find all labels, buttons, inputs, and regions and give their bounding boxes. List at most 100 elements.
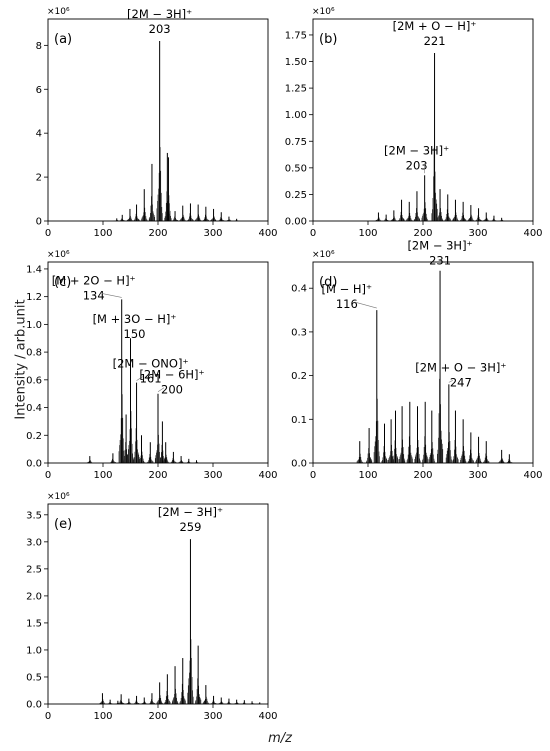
spectrum-panel: 0 100 200 300 400 0.0 0.2 0.4 0.6 0.8 1.0 1.2 1.4 ×10…	[26, 250, 277, 481]
y-tick-label: 0.75	[285, 137, 307, 148]
peak-annotation-mass: 231	[429, 254, 451, 268]
annotation-leader	[354, 301, 377, 309]
x-tick-label: 100	[93, 470, 112, 481]
annotation-leader	[101, 293, 122, 298]
panel-label: (b)	[319, 32, 337, 47]
peak-annotation-mass: 203	[149, 22, 171, 36]
peak-annotation-mass: 259	[179, 520, 201, 534]
x-axis-label: m/z	[268, 731, 292, 746]
spectrum-panel: 0 100 200 300 400 0.00 0.25 0.50 0.75 1.00 1.25 1.5…	[285, 7, 543, 239]
spectrum-panel: 0 100 200 300 400 0.0 0.5 1.0 1.5 2.0 2.5 3.0 3.5 ×10…	[26, 492, 277, 722]
x-tick-label: 300	[468, 470, 487, 481]
y-tick-label: 0.8	[26, 348, 42, 359]
x-tick-label: 300	[203, 711, 222, 722]
y-tick-label: 1.75	[285, 30, 307, 41]
peak-annotation-mass: 247	[450, 375, 472, 389]
plot-frame	[47, 503, 269, 705]
spectrum-panel: 0 100 200 300 400 0 2 4 6 8 ×10⁶ (a) [2M − 3H]⁺203	[36, 7, 278, 239]
spectrum-trace	[99, 539, 263, 704]
y-tick-label: 1.50	[285, 57, 307, 68]
panel-label: (c)	[54, 275, 71, 290]
peak-annotation-mass: 203	[406, 158, 428, 172]
x-tick-label: 0	[310, 228, 316, 239]
y-tick-label: 0.6	[26, 375, 42, 386]
axis-exponent: ×10⁶	[312, 250, 335, 260]
spectrum-trace	[113, 40, 240, 221]
y-tick-label: 2	[36, 173, 42, 184]
axis-exponent: ×10⁶	[47, 7, 70, 17]
y-tick-label: 4	[36, 129, 42, 140]
peak-annotation-mass: 161	[140, 372, 162, 386]
y-tick-label: 0.2	[291, 371, 307, 382]
x-tick-label: 200	[413, 470, 432, 481]
y-tick-label: 1.25	[285, 84, 307, 95]
peak-annotation-formula: [2M − 3H]⁺	[127, 7, 192, 21]
y-tick-label: 1.0	[26, 320, 42, 331]
y-tick-label: 0.25	[285, 190, 307, 201]
spectrum-trace	[86, 299, 200, 463]
x-tick-label: 100	[93, 228, 112, 239]
peak-annotation-formula: [2M − 3H]⁺	[158, 505, 223, 519]
y-tick-label: 0.0	[291, 459, 307, 470]
annotation-leader	[136, 376, 143, 381]
peak-annotation-formula: [2M − 3H]⁺	[407, 239, 472, 253]
annotation-leader	[448, 380, 453, 383]
y-tick-label: 6	[36, 85, 42, 96]
y-tick-label: 0.50	[285, 163, 307, 174]
y-tick-label: 0.00	[285, 217, 307, 228]
axis-exponent: ×10⁶	[47, 492, 70, 502]
x-tick-label: 0	[310, 470, 316, 481]
y-tick-label: 1.0	[26, 645, 42, 656]
x-tick-label: 0	[45, 711, 51, 722]
x-tick-label: 400	[258, 470, 277, 481]
spectrum-trace	[375, 53, 505, 221]
y-tick-label: 1.4	[26, 264, 42, 275]
peak-annotation-formula: [2M − 3H]⁺	[384, 143, 449, 157]
x-tick-label: 0	[45, 228, 51, 239]
y-tick-label: 0.2	[26, 431, 42, 442]
x-tick-label: 100	[93, 711, 112, 722]
x-tick-label: 300	[468, 228, 487, 239]
peak-annotation-formula: [2M − ONO]⁺	[113, 357, 189, 371]
panel-label: (d)	[319, 275, 337, 290]
peak-annotation-formula: [2M − 6H]⁺	[139, 368, 204, 382]
peak-annotation-mass: 134	[83, 288, 105, 302]
x-tick-label: 300	[203, 470, 222, 481]
y-tick-label: 0.3	[291, 327, 307, 338]
y-tick-label: 1.2	[26, 292, 42, 303]
y-tick-label: 0.4	[26, 403, 42, 414]
y-tick-label: 0.0	[26, 700, 42, 711]
y-tick-label: 2.5	[26, 564, 42, 575]
peak-annotation-mass: 116	[336, 297, 358, 311]
panel-label: (a)	[54, 32, 72, 47]
peak-annotation-formula: [M + 2O − H]⁺	[52, 273, 136, 287]
x-tick-label: 400	[258, 228, 277, 239]
y-tick-label: 0.1	[291, 415, 307, 426]
x-tick-label: 100	[358, 470, 377, 481]
x-tick-label: 200	[413, 228, 432, 239]
y-axis-label: Intensity / arb.unit	[13, 299, 29, 420]
plot-frame	[312, 18, 534, 222]
peak-annotation-mass: 200	[161, 383, 183, 397]
y-tick-label: 0.4	[291, 284, 307, 295]
peak-annotation-formula: [2M + O − H]⁺	[393, 19, 477, 33]
axis-exponent: ×10⁶	[47, 250, 70, 260]
y-tick-label: 8	[36, 41, 42, 52]
y-tick-label: 0.0	[26, 459, 42, 470]
peak-annotation-formula: [M + 3O − H]⁺	[93, 312, 177, 326]
spectrum-panel: 0 100 200 300 400 0.0 0.1 0.2 0.3 0.4 ×10⁶ (d) [2M −…	[291, 239, 542, 481]
spectrum-trace	[356, 270, 513, 463]
x-tick-label: 400	[523, 470, 542, 481]
plot-frame	[47, 18, 269, 222]
y-tick-label: 0.5	[26, 672, 42, 683]
x-tick-label: 200	[148, 228, 167, 239]
peak-annotation-mass: 221	[424, 34, 446, 48]
x-tick-label: 200	[148, 470, 167, 481]
y-tick-label: 1.00	[285, 110, 307, 121]
y-tick-label: 0	[36, 217, 42, 228]
x-tick-label: 300	[203, 228, 222, 239]
axis-exponent: ×10⁶	[312, 7, 335, 17]
peak-annotation-mass: 150	[124, 327, 146, 341]
y-tick-label: 2.0	[26, 591, 42, 602]
